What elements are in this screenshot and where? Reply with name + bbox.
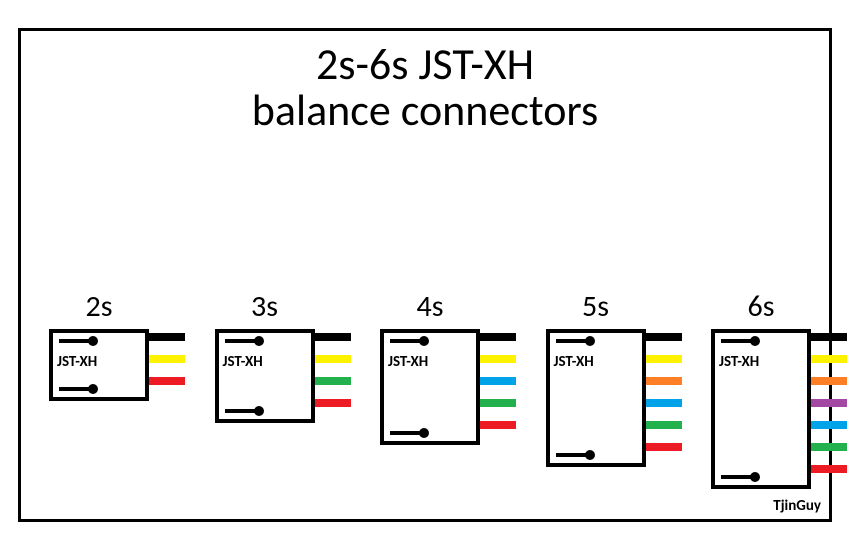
connector-tab-icon xyxy=(59,339,95,343)
wire xyxy=(480,333,516,341)
connector-body-wrap: JST-XH xyxy=(546,329,646,467)
diagram-frame: 2s-6s JST-XH balance connectors 2s JST-X… xyxy=(18,28,832,522)
connector-body-wrap: JST-XH xyxy=(215,329,315,423)
connector-tab-icon xyxy=(59,387,95,391)
connector-label: 2s xyxy=(86,288,113,325)
connector-body: JST-XH xyxy=(711,329,811,489)
wire xyxy=(480,355,516,363)
connector-text: JST-XH xyxy=(719,353,759,371)
wire xyxy=(646,443,682,451)
wire xyxy=(646,399,682,407)
connector-tab-icon xyxy=(556,339,592,343)
wire xyxy=(811,355,847,363)
connector-2s: 2s JST-XH xyxy=(49,288,149,401)
credit-text: TjinGuy xyxy=(773,497,821,515)
connector-body-wrap: JST-XH xyxy=(49,329,149,401)
connector-tab-icon xyxy=(721,475,757,479)
connector-body: JST-XH xyxy=(49,329,149,401)
wire xyxy=(811,333,847,341)
connector-label: 5s xyxy=(582,288,609,325)
connector-text: JST-XH xyxy=(388,353,428,371)
wire xyxy=(811,443,847,451)
diagram-title: 2s-6s JST-XH balance connectors xyxy=(21,31,829,133)
connector-text: JST-XH xyxy=(223,353,263,371)
title-line-2: balance connectors xyxy=(21,87,829,133)
connector-label: 4s xyxy=(417,288,444,325)
title-line-1: 2s-6s JST-XH xyxy=(21,41,829,87)
connector-body-wrap: JST-XH xyxy=(380,329,480,445)
wire xyxy=(646,421,682,429)
connector-body: JST-XH xyxy=(215,329,315,423)
wire xyxy=(811,399,847,407)
connector-tab-icon xyxy=(721,339,757,343)
connector-6s: 6s JST-XH xyxy=(711,288,811,489)
wire xyxy=(149,355,185,363)
wire xyxy=(480,399,516,407)
connector-label: 3s xyxy=(251,288,278,325)
connector-body: JST-XH xyxy=(546,329,646,467)
connector-row: 2s JST-XH 3s JST-XH xyxy=(21,288,829,489)
connector-text: JST-XH xyxy=(57,353,97,371)
connector-4s: 4s JST-XH xyxy=(380,288,480,445)
connector-tab-icon xyxy=(556,453,592,457)
wire xyxy=(811,421,847,429)
wire xyxy=(149,333,185,341)
connector-text: JST-XH xyxy=(554,353,594,371)
wire xyxy=(315,377,351,385)
connector-body-wrap: JST-XH xyxy=(711,329,811,489)
connector-3s: 3s JST-XH xyxy=(215,288,315,423)
wire xyxy=(811,377,847,385)
wire xyxy=(480,377,516,385)
wire xyxy=(149,377,185,385)
wire xyxy=(480,421,516,429)
wire xyxy=(315,333,351,341)
connector-tab-icon xyxy=(390,339,426,343)
connector-tab-icon xyxy=(390,431,426,435)
wire xyxy=(646,377,682,385)
wire xyxy=(646,355,682,363)
connector-body: JST-XH xyxy=(380,329,480,445)
connector-tab-icon xyxy=(225,339,261,343)
connector-label: 6s xyxy=(748,288,775,325)
wire xyxy=(811,465,847,473)
wire xyxy=(646,333,682,341)
connector-tab-icon xyxy=(225,409,261,413)
wire xyxy=(315,399,351,407)
wire xyxy=(315,355,351,363)
connector-5s: 5s JST-XH xyxy=(546,288,646,467)
